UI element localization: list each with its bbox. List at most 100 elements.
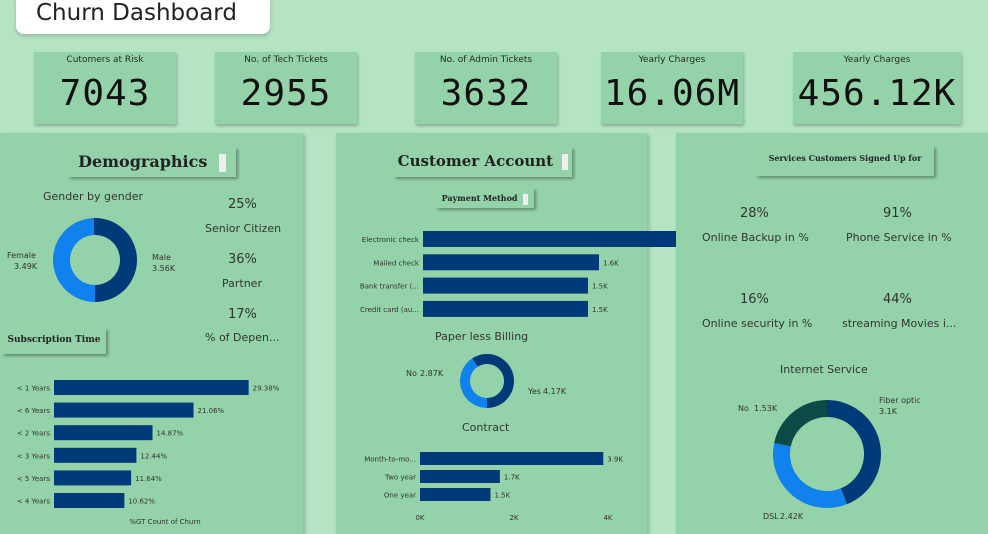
- donut-slice-male: [93, 218, 138, 302]
- kpi-value: 3632: [440, 73, 532, 114]
- x-tick-label: 4K: [603, 514, 612, 522]
- demographics-panel: Demographics Gender by gender Female 3.4…: [0, 133, 303, 534]
- donut-slice-no: [774, 400, 827, 447]
- stat-value-streaming-movies: 44%: [883, 292, 912, 307]
- stat-value-dependents: 17%: [228, 307, 257, 322]
- stat-value-online-backup: 28%: [740, 206, 769, 221]
- bar-two-year: [420, 470, 500, 483]
- x-tick-label: 0K: [415, 514, 424, 522]
- bar-month-to-mo: [420, 452, 604, 465]
- bar-category-label: Bank transfer (...: [360, 283, 419, 291]
- bar-category-label: < 1 Years: [17, 385, 51, 393]
- panel-title-text: Services Customers Signed Up for: [768, 153, 922, 163]
- gender-value-male: 3.56K: [152, 264, 176, 273]
- subscription-title-text: Subscription Time: [7, 335, 101, 345]
- kpi-value: 16.06M: [603, 73, 741, 114]
- bar-value-label: 1.5K: [592, 283, 608, 291]
- bar-value-label: 12.44%: [140, 452, 167, 460]
- internet-value-dsl: 2.42K: [780, 512, 804, 521]
- bar-value-label: 3.9K: [607, 456, 623, 464]
- panel-title: Customer Account: [394, 147, 572, 177]
- bar-category-label: < 6 Years: [17, 407, 51, 415]
- bar-value-label: 14.87%: [157, 430, 184, 438]
- bar-category-label: < 2 Years: [17, 430, 51, 438]
- stat-label-partner: Partner: [222, 277, 262, 290]
- payment-method-title: Payment Method: [436, 188, 534, 208]
- kpi-label: Cutomers at Risk: [66, 55, 144, 65]
- bar-6-years: [54, 402, 194, 418]
- bar-category-label: Two year: [384, 474, 416, 482]
- bar-category-label: < 3 Years: [17, 452, 51, 460]
- stat-label-dependents: % of Depen...: [205, 331, 280, 344]
- bar-value-label: 11.64%: [135, 475, 162, 483]
- kpi-value: 2955: [240, 73, 332, 114]
- internet-donut-group: [773, 400, 881, 508]
- bar-4-years: [54, 493, 125, 508]
- internet-label-dsl: DSL: [763, 512, 779, 521]
- x-tick-label: 2K: [509, 514, 518, 522]
- gender-label-male: Male: [152, 253, 171, 262]
- kpi-card-yearly-charges-2[interactable]: Yearly Charges 456.12K: [793, 52, 961, 124]
- bar-credit-card-au: [423, 300, 588, 317]
- kpi-card-admin-tickets[interactable]: No. of Admin Tickets 3632: [415, 52, 557, 124]
- title-marker: [218, 153, 226, 172]
- paperless-value-yes: 4.17K: [543, 387, 567, 396]
- kpi-label: Yearly Charges: [638, 55, 706, 65]
- subscription-title: Subscription Time: [2, 328, 106, 354]
- kpi-label: Yearly Charges: [843, 55, 911, 65]
- gender-donut-chart[interactable]: Female 3.49K Male 3.56K: [0, 133, 303, 534]
- bar-value-label: 21.06%: [198, 407, 225, 415]
- bar-mailed-check: [423, 254, 599, 271]
- contract-bar-chart[interactable]: Month-to-mo... 3.9K Two year 1.7K One year 1.…: [336, 133, 647, 534]
- internet-service-donut-chart[interactable]: Fiber optic 3.1K DSL 2.42K No 1.53K: [676, 133, 988, 534]
- subscription-x-axis-title: %GT Count of Churn: [129, 518, 200, 526]
- stat-value-partner: 36%: [228, 252, 257, 267]
- paperless-chart-title: Paper less Billing: [435, 330, 529, 343]
- bar-value-label: 1.7K: [504, 474, 520, 482]
- kpi-card-tech-tickets[interactable]: No. of Tech Tickets 2955: [215, 52, 357, 124]
- internet-value-no: 1.53K: [754, 404, 778, 413]
- bar-category-label: < 5 Years: [17, 475, 51, 483]
- bar-category-label: Credit card (au...: [360, 306, 419, 314]
- paperless-donut-chart[interactable]: No 2.87K Yes 4.17K: [336, 133, 647, 534]
- services-panel: Services Customers Signed Up for 28% Onl…: [676, 133, 988, 534]
- subscription-bar-chart[interactable]: < 1 Years 29.38% < 6 Years 21.06% < 2 Years 1…: [0, 133, 303, 534]
- kpi-label: No. of Tech Tickets: [244, 55, 328, 65]
- stat-label-online-security: Online security in %: [702, 317, 813, 330]
- bar-category-label: Electronic check: [362, 236, 420, 244]
- kpi-value: 456.12K: [797, 73, 957, 114]
- internet-label-fiber: Fiber optic: [879, 396, 921, 405]
- stat-value-phone-service: 91%: [883, 206, 912, 221]
- bar-value-label: 29.38%: [253, 385, 280, 393]
- contract-bars-group: Month-to-mo... 3.9K Two year 1.7K One year 1.…: [364, 452, 623, 522]
- bar-2-years: [54, 425, 153, 441]
- gender-donut-group: [53, 218, 138, 302]
- donut-slice-female: [53, 218, 95, 302]
- payment-method-bar-chart[interactable]: Electronic check2.4KMailed check1.6KBank…: [336, 133, 707, 534]
- subscription-bars-group: < 1 Years 29.38% < 6 Years 21.06% < 2 Years 1…: [17, 380, 280, 508]
- gender-label-female: Female: [7, 251, 36, 260]
- panel-title-text: Customer Account: [397, 152, 554, 170]
- bar-3-years: [54, 447, 137, 463]
- kpi-card-customers-at-risk[interactable]: Cutomers at Risk 7043: [34, 52, 176, 124]
- bar-one-year: [420, 488, 491, 501]
- bar-value-label: 1.5K: [592, 306, 608, 314]
- gender-value-female: 3.49K: [14, 262, 38, 271]
- kpi-card-yearly-charges-1[interactable]: Yearly Charges 16.06M: [601, 52, 743, 124]
- contract-chart-title: Contract: [462, 421, 510, 434]
- bar-value-label: 1.6K: [603, 259, 619, 267]
- donut-slice-yes: [472, 354, 514, 408]
- title-marker: [562, 154, 569, 170]
- kpi-label: No. of Admin Tickets: [439, 55, 533, 65]
- stat-label-streaming-movies: streaming Movies i...: [842, 317, 957, 330]
- bar-electronic-check: [423, 231, 687, 247]
- panel-title-text: Demographics: [78, 152, 208, 171]
- panel-title: Services Customers Signed Up for: [756, 146, 934, 176]
- internet-label-no: No: [738, 404, 749, 413]
- stat-label-phone-service: Phone Service in %: [846, 231, 952, 244]
- stat-value-senior-citizen: 25%: [228, 197, 257, 212]
- panel-title: Demographics: [68, 147, 236, 177]
- payment-bars-group: Electronic check2.4KMailed check1.6KBank…: [360, 231, 707, 317]
- bar-value-label: 1.5K: [495, 492, 511, 500]
- gender-chart-title: Gender by gender: [43, 190, 144, 203]
